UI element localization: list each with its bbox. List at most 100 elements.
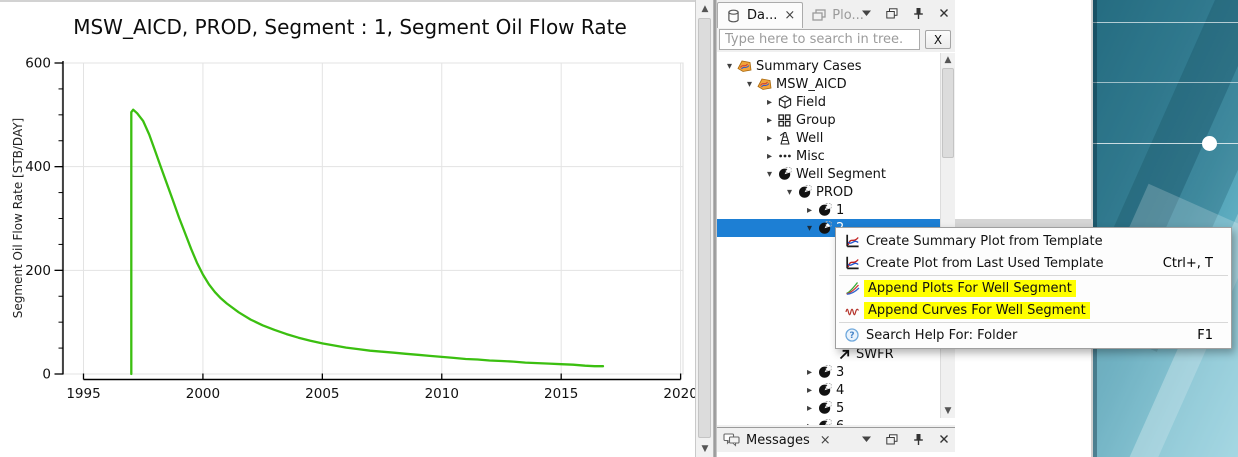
messages-tab-label: Messages (746, 432, 810, 448)
cascade-windows-icon (810, 9, 827, 21)
tree-item-label: 5 (836, 400, 845, 416)
scroll-up-icon[interactable]: ▲ (696, 0, 714, 17)
scroll-down-icon[interactable]: ▼ (696, 440, 714, 457)
close-icon[interactable]: × (819, 432, 831, 448)
dots-icon (776, 149, 793, 163)
tree-item-prod[interactable]: ▾ PROD (717, 183, 955, 201)
chevron-expanded-icon[interactable]: ▾ (806, 222, 813, 234)
svg-text:?: ? (849, 331, 854, 341)
search-clear-button[interactable]: X (925, 30, 951, 49)
svg-text:200: 200 (25, 263, 51, 279)
menu-item-append-curves-for-well-segment[interactable]: Append Curves For Well Segment (836, 299, 1231, 321)
scrollbar-thumb[interactable] (698, 18, 711, 438)
search-input[interactable] (719, 29, 920, 50)
chevron-collapsed-icon[interactable]: ▸ (806, 402, 813, 414)
tree-item-msw-aicd[interactable]: ▾ MSW_AICD (717, 75, 955, 93)
tree-item-label: MSW_AICD (776, 76, 847, 92)
close-icon[interactable]: × (784, 8, 796, 23)
tree-item-4[interactable]: ▸ 4 (717, 381, 955, 399)
tree-item-label: Misc (796, 148, 825, 164)
tab-label: Da... (747, 8, 778, 23)
menu-item-label: Search Help For: Folder (866, 327, 1018, 343)
messages-icon (723, 433, 740, 447)
plot-template-icon (842, 234, 862, 248)
menu-separator (839, 275, 1228, 276)
chevron-collapsed-icon[interactable]: ▸ (806, 366, 813, 378)
tree-item-6[interactable]: ▸6 (717, 417, 955, 425)
tab-label: Plo... (832, 7, 864, 23)
svg-text:2005: 2005 (305, 386, 339, 402)
pie-icon (816, 203, 833, 217)
menu-item-label: Create Summary Plot from Template (866, 233, 1103, 249)
svg-text:2010: 2010 (425, 386, 459, 402)
dock-tab-bar: Da... × Plo... (717, 0, 955, 28)
tab-data-sources[interactable]: Da... × (717, 2, 804, 28)
menu-separator (839, 322, 1228, 323)
tree-item-label: 1 (836, 202, 845, 218)
chevron-expanded-icon[interactable]: ▾ (726, 60, 733, 72)
scrollbar-thumb[interactable] (942, 68, 954, 158)
chevron-collapsed-icon[interactable]: ▸ (803, 421, 816, 426)
menu-item-label: Append Curves For Well Segment (864, 301, 1090, 319)
chevron-expanded-icon[interactable]: ▾ (746, 78, 753, 90)
pin-icon[interactable] (911, 6, 925, 20)
svg-text:2000: 2000 (186, 386, 220, 402)
tree-item-3[interactable]: ▸ 3 (717, 363, 955, 381)
chevron-collapsed-icon[interactable]: ▸ (766, 132, 773, 144)
tree-item-label: 6 (833, 419, 844, 426)
arrow-ne-icon (836, 348, 853, 361)
tree-item-label: Group (796, 112, 836, 128)
chevron-down-icon[interactable] (859, 6, 873, 20)
chevron-down-icon[interactable] (859, 432, 873, 446)
menu-item-label: Append Plots For Well Segment (864, 279, 1076, 297)
tree-search-row: X (719, 29, 953, 50)
tree-item-label: Well Segment (796, 166, 886, 182)
chevron-collapsed-icon[interactable]: ▸ (806, 204, 813, 216)
scroll-down-icon[interactable]: ▼ (941, 404, 955, 418)
pie-icon (816, 365, 833, 379)
pie-icon (816, 221, 833, 235)
tree-item-swfr[interactable]: SWFR (717, 345, 955, 363)
tree-item-1[interactable]: ▸ 1 (717, 201, 955, 219)
menu-item-search-help-for-folder[interactable]: ? Search Help For: Folder F1 (836, 324, 1231, 346)
menu-item-append-plots-for-well-segment[interactable]: Append Plots For Well Segment (836, 277, 1231, 299)
window-splitter[interactable] (713, 0, 717, 457)
tree-item-summary-cases[interactable]: ▾ Summary Cases (717, 57, 955, 75)
svg-text:1995: 1995 (66, 386, 100, 402)
pie-icon (816, 383, 833, 397)
wallpaper-dot (1202, 136, 1217, 151)
plot-vertical-scrollbar[interactable]: ▲ ▼ (695, 0, 714, 457)
float-window-icon[interactable] (885, 6, 899, 20)
menu-item-shortcut: Ctrl+, T (1162, 255, 1213, 271)
close-icon[interactable] (937, 432, 951, 446)
menu-item-create-plot-from-last-used-template[interactable]: Create Plot from Last Used Template Ctrl+… (836, 252, 1231, 274)
pin-icon[interactable] (911, 432, 925, 446)
chevron-expanded-icon[interactable]: ▾ (766, 168, 773, 180)
tree-item-well[interactable]: ▸ Well (717, 129, 955, 147)
derrick-icon (776, 131, 793, 145)
menu-item-shortcut: F1 (1197, 327, 1213, 343)
tree-item-label: SWFR (856, 346, 894, 362)
chevron-collapsed-icon[interactable]: ▸ (766, 150, 773, 162)
tree-item-group[interactable]: ▸ Group (717, 111, 955, 129)
svg-text:400: 400 (25, 159, 51, 175)
chevron-collapsed-icon[interactable]: ▸ (806, 384, 813, 396)
chevron-collapsed-icon[interactable]: ▸ (766, 96, 773, 108)
tree-item-field[interactable]: ▸ Field (717, 93, 955, 111)
pie-icon (816, 401, 833, 415)
tree-item-well-segment[interactable]: ▾ Well Segment (717, 165, 955, 183)
chevron-collapsed-icon[interactable]: ▸ (766, 114, 773, 126)
tree-item-5[interactable]: ▸ 5 (717, 399, 955, 417)
tree-item-misc[interactable]: ▸ Misc (717, 147, 955, 165)
tab-plot-project-tree[interactable]: Plo... (803, 2, 871, 28)
menu-item-create-summary-plot-from-template[interactable]: Create Summary Plot from Template (836, 230, 1231, 252)
chevron-expanded-icon[interactable]: ▾ (786, 186, 793, 198)
close-icon[interactable] (937, 6, 951, 20)
float-window-icon[interactable] (885, 432, 899, 446)
menu-item-label: Create Plot from Last Used Template (866, 255, 1104, 271)
svg-text:0: 0 (42, 367, 51, 383)
summary-case-icon (756, 77, 773, 91)
scroll-up-icon[interactable]: ▲ (941, 53, 955, 67)
wallpaper-line (1093, 82, 1238, 83)
tree-item-label: 3 (836, 364, 845, 380)
